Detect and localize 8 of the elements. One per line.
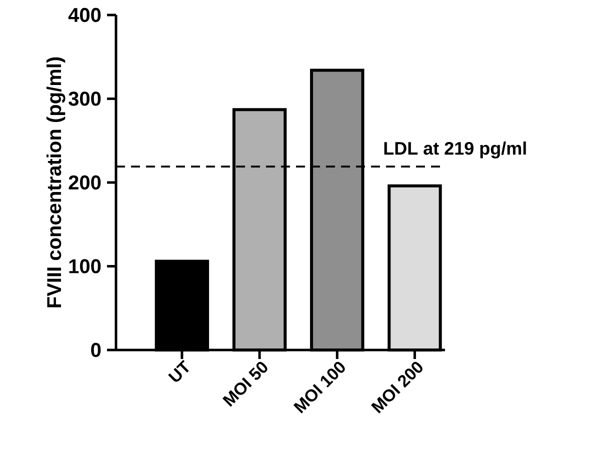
y-tick-label: 100	[69, 259, 101, 274]
x-tick-label: UT	[168, 360, 189, 382]
y-tick-label: 400	[68, 8, 101, 22]
y-axis-title: FVIII concentration (pg/ml)	[46, 57, 66, 308]
y-tick-label: 300	[68, 92, 101, 106]
ref-line-label: LDL at 219 pg/ml	[384, 142, 526, 158]
y-tick-label: 0	[91, 342, 101, 358]
y-tick-label: 200	[68, 175, 101, 190]
